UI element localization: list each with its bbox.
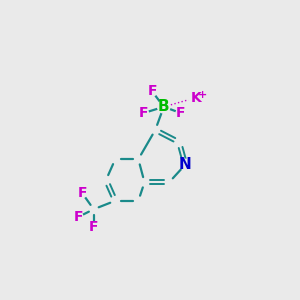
Text: B: B: [158, 99, 170, 114]
Text: F: F: [74, 210, 83, 224]
Text: F: F: [148, 84, 157, 98]
Circle shape: [188, 90, 204, 105]
Text: F: F: [89, 220, 98, 234]
Circle shape: [158, 101, 170, 113]
Text: F: F: [77, 186, 87, 200]
Circle shape: [74, 212, 83, 222]
Text: N: N: [179, 157, 192, 172]
Circle shape: [89, 222, 98, 232]
Circle shape: [148, 87, 157, 96]
Text: +: +: [198, 89, 207, 100]
Text: K: K: [191, 91, 202, 105]
Circle shape: [180, 159, 191, 170]
Text: F: F: [139, 106, 148, 120]
Circle shape: [77, 188, 87, 198]
Circle shape: [176, 108, 185, 118]
Circle shape: [139, 108, 148, 118]
Text: F: F: [176, 106, 185, 120]
